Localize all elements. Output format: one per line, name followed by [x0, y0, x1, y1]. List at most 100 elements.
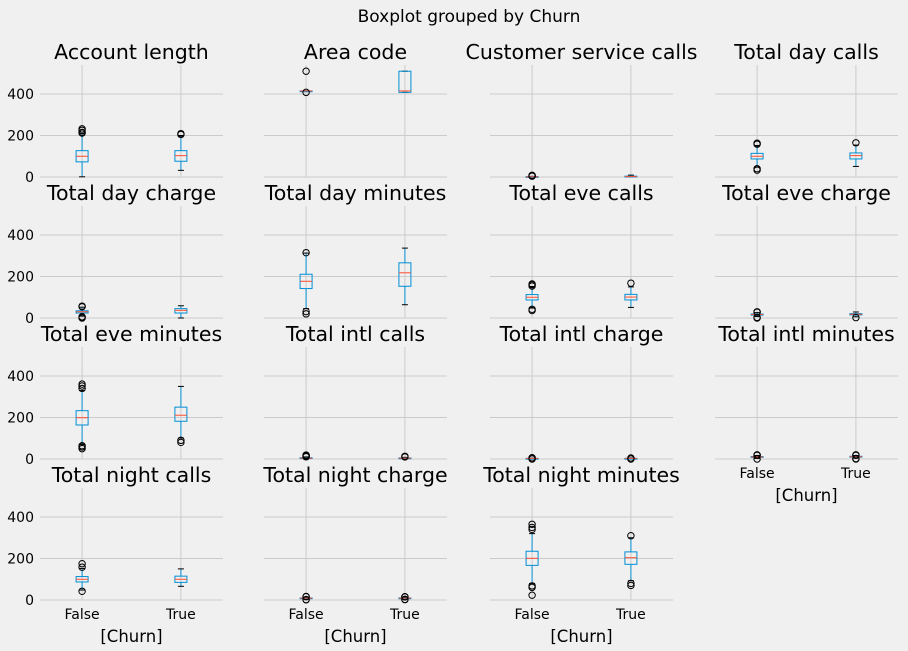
- outlier-point: [302, 451, 310, 459]
- box-true: [624, 532, 638, 590]
- figure-title: Boxplot grouped by Churn: [358, 7, 581, 27]
- panel-total-eve-minutes: 0 200 400 Total eve minutes: [7, 322, 223, 468]
- panel-total-intl-calls: Total intl calls: [264, 322, 447, 461]
- panel-title: Total day calls: [733, 40, 879, 64]
- outlier-point: [528, 525, 536, 534]
- outlier-point: [528, 582, 536, 590]
- y-tick-label: 400: [7, 369, 34, 385]
- outlier-point: [78, 442, 86, 450]
- outlier-point: [177, 436, 185, 445]
- box-true: [624, 174, 638, 178]
- outlier-point: [852, 451, 860, 459]
- y-tick-label: 0: [25, 170, 34, 186]
- outlier-point: [753, 313, 761, 322]
- panel-total-eve-charge: Total eve charge: [715, 181, 898, 322]
- panel-title: Total eve minutes: [40, 322, 222, 346]
- outlier-point: [78, 560, 86, 568]
- panel-total-night-minutes: Total night minutes False True[Churn]: [482, 463, 680, 646]
- outlier-point: [627, 279, 635, 287]
- outlier-point: [528, 454, 536, 462]
- box-false: [750, 139, 764, 174]
- iqr-box: [174, 406, 188, 422]
- outlier-point: [401, 452, 409, 461]
- x-tick-label: False: [515, 607, 550, 623]
- panel-total-day-calls: Total day calls: [715, 40, 898, 178]
- panel-title: Total night calls: [51, 463, 212, 487]
- outlier-point: [78, 128, 86, 137]
- outlier-point: [78, 384, 86, 393]
- panel-total-eve-calls: Total eve calls: [490, 181, 673, 319]
- outlier-point: [627, 579, 635, 588]
- box-true: [849, 311, 863, 322]
- outlier-point: [302, 307, 310, 316]
- iqr-box: [398, 70, 412, 93]
- panel-total-intl-charge: Total intl charge: [490, 322, 673, 463]
- box-true: [624, 454, 638, 463]
- panel-area-code: Area code: [264, 40, 447, 178]
- outlier-point: [78, 563, 86, 571]
- outlier-point: [753, 165, 761, 173]
- panel-title: Total eve charge: [721, 181, 891, 205]
- outlier-point: [78, 302, 86, 310]
- panel-title: Total intl calls: [285, 322, 425, 346]
- outlier-point: [78, 125, 86, 133]
- panel-title: Total day minutes: [264, 181, 447, 205]
- outlier-point: [401, 592, 409, 601]
- box-false: [750, 308, 764, 322]
- x-tick-label: False: [289, 607, 324, 623]
- panel-title: Account length: [54, 40, 209, 64]
- outlier-point: [627, 454, 635, 462]
- outlier-point: [627, 581, 635, 590]
- box-true: [398, 452, 412, 461]
- panel-title: Total intl minutes: [717, 322, 894, 346]
- y-tick-label: 200: [7, 270, 34, 286]
- outlier-point: [177, 129, 185, 138]
- outlier-point: [302, 592, 310, 601]
- outlier-point: [753, 455, 761, 463]
- outlier-point: [852, 313, 860, 322]
- box-false: [525, 280, 539, 315]
- outlier-point: [78, 382, 86, 390]
- y-tick-label: 400: [7, 228, 34, 244]
- box-true: [174, 568, 188, 587]
- y-tick-label: 0: [25, 593, 34, 609]
- box-true: [174, 385, 188, 447]
- y-tick-label: 0: [25, 311, 34, 327]
- y-tick-label: 0: [25, 452, 34, 468]
- panels-grid: 0 200 400 Account length Area code Customer s…: [7, 40, 898, 646]
- panel-total-intl-minutes: Total intl minutes False True[Churn]: [715, 322, 898, 505]
- box-true: [398, 247, 412, 306]
- box-false: [75, 560, 89, 595]
- panel-title: Customer service calls: [466, 40, 698, 64]
- box-false: [299, 248, 313, 318]
- box-false: [750, 451, 764, 463]
- outlier-point: [852, 454, 860, 463]
- x-axis-label: [Churn]: [324, 627, 386, 646]
- panel-total-day-charge: 0 200 400 Total day charge: [7, 181, 223, 327]
- box-false: [525, 454, 539, 463]
- box-true: [398, 70, 412, 93]
- panel-title: Area code: [304, 40, 407, 64]
- panel-account-length: 0 200 400 Account length: [7, 40, 223, 186]
- x-tick-label: False: [740, 466, 775, 482]
- panel-title: Total intl charge: [499, 322, 664, 346]
- y-tick-label: 400: [7, 87, 34, 103]
- outlier-point: [528, 171, 536, 180]
- box-true: [624, 279, 638, 308]
- panel-total-night-calls: 0 200 400 Total night calls False True[Churn]: [7, 463, 223, 646]
- box-true: [174, 305, 188, 319]
- panel-customer-service-calls: Customer service calls: [466, 40, 698, 180]
- box-true: [849, 139, 863, 167]
- box-false: [525, 520, 539, 599]
- outlier-point: [528, 523, 536, 532]
- panel-title: Total day charge: [46, 181, 216, 205]
- outlier-point: [78, 380, 86, 388]
- outlier-point: [401, 595, 409, 604]
- outlier-point: [753, 308, 761, 316]
- y-tick-label: 200: [7, 552, 34, 568]
- outlier-point: [528, 591, 536, 599]
- box-false: [299, 592, 313, 604]
- outlier-point: [302, 67, 310, 75]
- panel-total-day-minutes: Total day minutes: [264, 181, 447, 319]
- iqr-box: [398, 262, 412, 287]
